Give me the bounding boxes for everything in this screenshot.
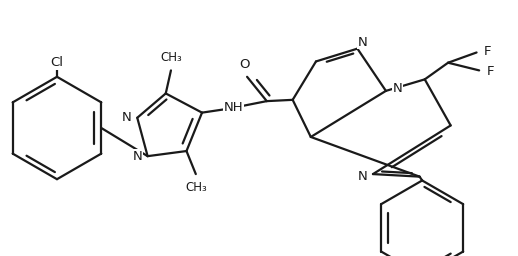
Text: O: O xyxy=(239,58,250,71)
Text: F: F xyxy=(484,45,492,58)
Text: N: N xyxy=(133,150,142,163)
Text: N: N xyxy=(358,170,367,183)
Text: Cl: Cl xyxy=(50,56,64,69)
Text: N: N xyxy=(393,82,402,95)
Text: N: N xyxy=(358,36,367,49)
Text: CH₃: CH₃ xyxy=(185,181,207,194)
Text: F: F xyxy=(487,65,494,78)
Text: N: N xyxy=(122,111,132,124)
Text: CH₃: CH₃ xyxy=(160,51,182,63)
Text: NH: NH xyxy=(223,101,243,114)
